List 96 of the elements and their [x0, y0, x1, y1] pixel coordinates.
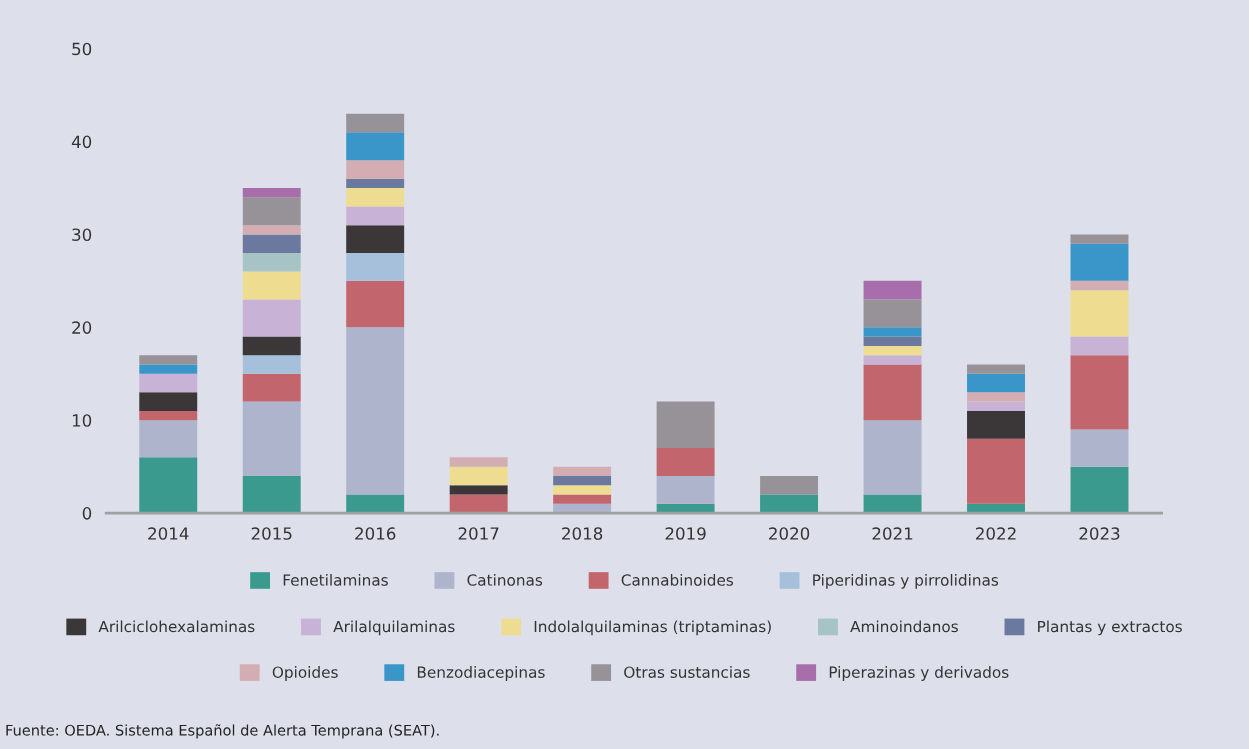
- x-tick-label: 2015: [251, 527, 292, 540]
- bar: [863, 420, 922, 495]
- legend-label: Arilciclohexalaminas: [98, 620, 255, 633]
- bar: [863, 327, 922, 337]
- legend-label: Cannabinoides: [621, 573, 734, 586]
- bar: [1070, 243, 1129, 281]
- bar: [139, 373, 198, 393]
- bar: [346, 160, 405, 179]
- bar: [656, 401, 715, 449]
- bar: [242, 299, 301, 337]
- x-tick-label: 2019: [665, 527, 706, 540]
- legend-label: Catinonas: [467, 573, 543, 586]
- bar: [967, 364, 1025, 374]
- bar: [346, 327, 405, 495]
- legend-label: Plantas y extractos: [1038, 620, 1182, 636]
- legend-label: Opioides: [272, 666, 338, 681]
- bar: [139, 420, 198, 458]
- bar: [967, 410, 1025, 439]
- source-note: Fuente: OEDA. Sistema Español de Alerta Temprana (SEAT).: [6, 724, 439, 739]
- bar: [346, 253, 405, 281]
- bar: [553, 466, 612, 476]
- bar: [242, 336, 301, 356]
- bar: [346, 280, 405, 328]
- bar: [449, 466, 508, 486]
- x-tick-label: 2023: [1079, 527, 1120, 540]
- bar: [967, 401, 1025, 411]
- x-tick-label: 2014: [148, 527, 189, 540]
- x-tick-label: 2017: [458, 527, 499, 540]
- x-tick-label: 2021: [872, 527, 913, 540]
- bar: [139, 355, 198, 365]
- legend-label: Piperazinas y derivados: [829, 666, 1009, 681]
- bar: [863, 299, 922, 328]
- bar: [242, 401, 301, 476]
- bar: [1070, 429, 1129, 467]
- bar: [863, 345, 922, 356]
- legend-label: Benzodiacepinas: [417, 666, 545, 681]
- bar: [139, 457, 198, 514]
- bar: [242, 188, 301, 198]
- y-tick-label: 10: [72, 414, 92, 427]
- bar: [346, 494, 405, 514]
- bar: [1070, 336, 1129, 356]
- y-tick-label: 20: [72, 321, 92, 334]
- bar: [242, 197, 301, 226]
- bar: [1070, 280, 1129, 291]
- bar: [1070, 355, 1129, 430]
- bar: [346, 132, 405, 161]
- bar: [346, 188, 405, 207]
- bar: [242, 355, 301, 374]
- x-tick-label: 2018: [562, 527, 603, 540]
- bar: [967, 438, 1025, 504]
- legend-label: Piperidinas y pirrolidinas: [813, 573, 999, 589]
- bar: [139, 410, 198, 421]
- legend-label: Arilalquilaminas: [333, 620, 455, 636]
- bar: [760, 494, 819, 514]
- bar: [242, 234, 301, 254]
- legend-label: Aminoindanos: [850, 620, 958, 633]
- bar: [656, 475, 715, 504]
- bar: [1070, 234, 1129, 244]
- bar: [553, 485, 612, 495]
- bar: [863, 364, 922, 421]
- bar: [139, 364, 198, 374]
- bar: [139, 392, 198, 411]
- bar: [553, 475, 612, 486]
- bar: [863, 355, 922, 365]
- bar: [242, 253, 301, 272]
- y-tick-label: 30: [72, 228, 92, 242]
- bar: [242, 475, 301, 514]
- bar: [1070, 290, 1129, 337]
- bar: [346, 178, 405, 188]
- y-tick-label: 0: [82, 507, 92, 520]
- bar: [967, 373, 1025, 393]
- bar: [346, 113, 405, 133]
- bar: [449, 485, 508, 495]
- legend-label: Indolalquilaminas (triptaminas): [534, 620, 771, 636]
- y-tick-label: 40: [71, 135, 92, 149]
- bar: [863, 494, 922, 514]
- bar: [242, 373, 301, 402]
- bar: [346, 225, 405, 254]
- bar: [449, 457, 508, 467]
- x-tick-label: 2022: [976, 527, 1016, 540]
- bar: [242, 271, 301, 300]
- bar: [346, 206, 405, 226]
- bar: [863, 280, 922, 300]
- bar: [242, 225, 301, 235]
- bar: [863, 336, 922, 346]
- bar: [967, 392, 1025, 402]
- legend-label: Fenetilaminas: [283, 573, 388, 586]
- bar: [760, 475, 819, 495]
- bar: [449, 494, 508, 514]
- legend-label: Otras sustancias: [624, 666, 750, 678]
- y-tick-label: 50: [72, 42, 92, 56]
- bar: [553, 494, 612, 504]
- bar: [1070, 466, 1129, 514]
- x-tick-label: 2016: [355, 527, 396, 540]
- bar: [656, 448, 715, 476]
- x-tick-label: 2020: [769, 527, 810, 540]
